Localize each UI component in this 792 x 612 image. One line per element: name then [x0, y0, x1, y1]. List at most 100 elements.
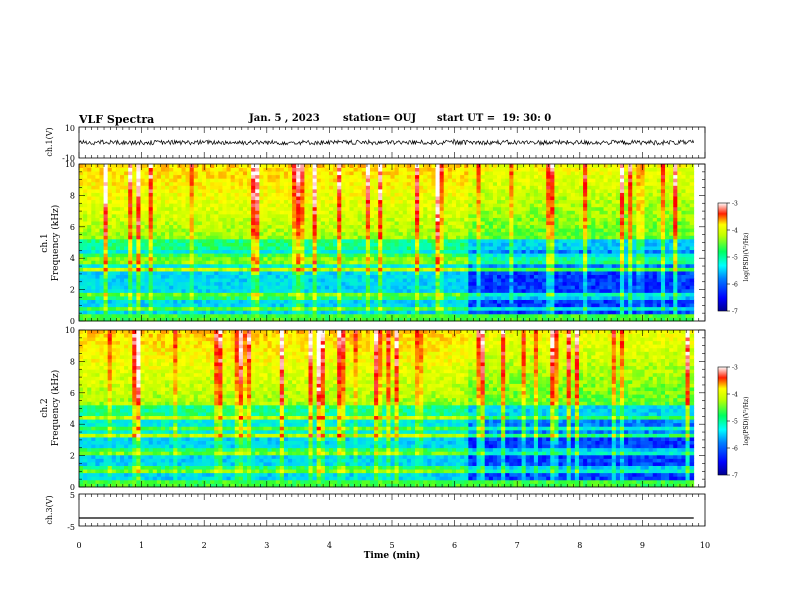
spectrogram-cell: [484, 249, 490, 254]
spectrogram-cell: [238, 164, 244, 168]
spectrogram-cell: [165, 253, 170, 258]
spectrogram-cell: [95, 274, 100, 279]
spectrogram-cell: [378, 288, 383, 293]
spectrogram-cell: [234, 210, 240, 215]
spectrogram-cell: [484, 203, 490, 208]
spectrogram-cell: [189, 278, 195, 283]
spectrogram-cell: [419, 210, 424, 215]
spectrogram-cell: [353, 217, 359, 222]
spectrogram-cell: [369, 181, 375, 186]
spectrogram-cell: [251, 292, 256, 297]
spectrogram-cell: [206, 210, 211, 215]
spectrogram-cell: [214, 196, 219, 201]
spectrogram-cell: [230, 310, 236, 315]
spectrogram-cell: [427, 246, 432, 251]
spectrogram-cell: [333, 278, 338, 283]
spectrogram-cell: [91, 260, 96, 265]
spectrogram-cell: [144, 242, 150, 247]
spectrogram-cell: [353, 281, 359, 286]
spectrogram-cell: [492, 192, 498, 197]
spectrogram-cell: [324, 242, 330, 247]
spectrogram-cell: [222, 299, 227, 304]
spectrogram-cell: [427, 281, 432, 286]
spectrogram-cell: [193, 274, 199, 279]
spectrogram-cell: [169, 178, 174, 183]
spectrogram-cell: [132, 178, 137, 183]
spectrogram-cell: [349, 263, 354, 268]
spectrogram-cell: [197, 231, 203, 236]
spectrogram-cell: [300, 274, 305, 279]
spectrogram-cell: [242, 224, 248, 229]
spectrogram-cell: [222, 296, 227, 300]
spectrogram-cell: [488, 192, 494, 197]
spectrogram-cell: [353, 185, 359, 190]
spectrogram-cell: [283, 206, 289, 211]
spectrogram-cell: [410, 306, 416, 311]
spectrogram-cell: [107, 292, 113, 297]
spectrogram-cell: [349, 235, 354, 240]
spectrogram-cell: [279, 188, 285, 193]
spectrogram-cell: [505, 292, 510, 297]
spectrogram-cell: [382, 317, 387, 322]
spectrogram-cell: [296, 288, 301, 293]
spectrogram-cell: [95, 267, 100, 272]
spectrogram-cell: [521, 278, 527, 283]
spectrogram-cell: [361, 310, 367, 315]
spectrogram-cell: [173, 267, 178, 272]
spectrogram-cell: [337, 171, 342, 176]
spectrogram-cell: [521, 306, 527, 311]
spectrogram-cell: [234, 181, 240, 186]
spectrogram-cell: [410, 249, 416, 254]
spectrogram-cell: [451, 178, 457, 183]
spectrogram-cell: [152, 231, 158, 236]
spectrogram-cell: [357, 231, 363, 236]
spectrogram-cell: [160, 317, 166, 322]
spectrogram-cell: [447, 274, 453, 279]
spectrogram-cell: [234, 185, 240, 190]
spectrogram-cell: [320, 178, 326, 183]
spectrogram-cell: [365, 242, 371, 247]
spectrogram-cell: [103, 238, 109, 243]
spectrogram-cell: [427, 288, 432, 293]
spectrogram-cell: [279, 310, 285, 315]
spectrogram-cell: [128, 263, 133, 268]
spectrogram-cell: [181, 256, 186, 261]
spectrogram-cell: [472, 171, 477, 176]
spectrogram-cell: [111, 174, 117, 179]
spectrogram-cell: [488, 310, 494, 315]
spectrogram-cell: [308, 299, 313, 304]
spectrogram-cell: [132, 306, 137, 311]
spectrogram-cell: [152, 267, 158, 272]
spectrogram-cell: [492, 224, 498, 229]
spectrogram-cell: [271, 185, 277, 190]
spectrogram-cell: [406, 228, 412, 233]
spectrogram-cell: [119, 303, 125, 308]
spectrogram-cell: [87, 206, 92, 211]
spectrogram-cell: [165, 181, 170, 186]
spectrogram-cell: [292, 288, 297, 293]
spectrogram-cell: [275, 271, 281, 276]
spectrogram-cell: [111, 263, 117, 268]
spectrogram-cell: [333, 246, 338, 251]
spectrogram-cell: [99, 260, 104, 265]
spectrogram-cell: [369, 296, 375, 300]
spectrogram-cell: [361, 242, 367, 247]
spectrogram-cell: [206, 231, 211, 236]
spectrogram-cell: [95, 192, 100, 197]
spectrogram-cell: [300, 235, 305, 240]
spectrogram-cell: [398, 167, 404, 172]
spectrogram-cell: [165, 281, 170, 286]
spectrogram-cell: [427, 238, 432, 243]
spectrogram-cell: [251, 303, 256, 308]
spectrogram-cell: [83, 171, 88, 176]
spectrogram-cell: [382, 281, 387, 286]
spectrogram-cell: [324, 192, 330, 197]
spectrogram-cell: [296, 263, 301, 268]
spectrogram-cell: [275, 296, 281, 300]
spectrogram-cell: [419, 199, 424, 204]
spectrogram-cell: [288, 217, 293, 222]
spectrogram-cell: [185, 299, 191, 304]
spectrogram-cell: [316, 174, 322, 179]
spectrogram-cell: [382, 199, 387, 204]
spectrogram-cell: [472, 167, 477, 172]
